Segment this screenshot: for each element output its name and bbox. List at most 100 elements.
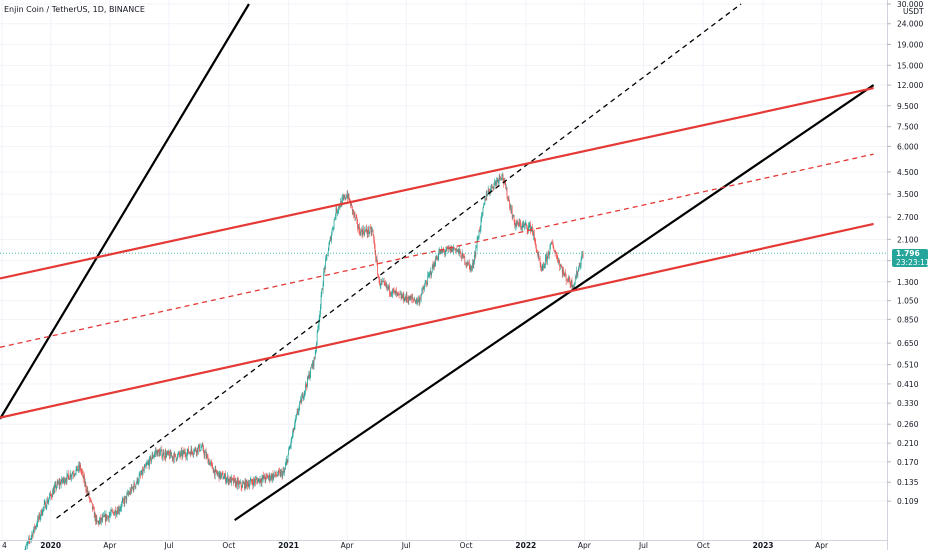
candle-body [201, 447, 202, 448]
candle-body [413, 298, 414, 300]
candle-body [460, 252, 462, 258]
candle-body [280, 471, 282, 476]
candle-body [64, 477, 65, 484]
candle-body [269, 474, 271, 480]
channel-trendline[interactable] [0, 3, 250, 420]
candle-body [278, 470, 280, 472]
candle-body [251, 479, 252, 483]
trendline-layer[interactable] [0, 3, 887, 522]
candle-body [104, 514, 105, 517]
candle-body [439, 250, 441, 254]
candle-body [145, 465, 147, 466]
candle-body [31, 533, 33, 537]
channel-trendline[interactable] [234, 84, 875, 522]
candle-body [81, 471, 83, 473]
candle-body [259, 478, 260, 483]
candle-body [123, 499, 124, 501]
candle-body [312, 360, 313, 368]
candle-body [400, 294, 401, 295]
candle-body [125, 496, 126, 498]
candle-body [160, 449, 162, 451]
candle-body [502, 174, 504, 181]
candle-body [249, 480, 251, 484]
candle-body [537, 254, 539, 256]
y-tick-label: 6.000 [897, 142, 919, 151]
candle-body [520, 223, 521, 228]
candle-body [66, 474, 68, 482]
candle-body [253, 479, 255, 482]
candle-body [506, 187, 507, 189]
candle-body [311, 366, 313, 368]
candle-body [457, 249, 458, 251]
candle-body [323, 272, 325, 285]
candle-body [569, 276, 570, 282]
candle-body [310, 367, 312, 375]
channel-trendline[interactable] [0, 87, 874, 280]
candle-body [516, 223, 518, 226]
candle-body [151, 458, 152, 462]
candle-body [67, 473, 68, 475]
candle-body [38, 514, 40, 520]
candle-body [298, 411, 299, 413]
candle-body [244, 482, 245, 489]
candle-body [80, 464, 81, 471]
candle-body [103, 515, 105, 517]
candle-body [165, 452, 167, 458]
channel-trendline[interactable] [0, 222, 874, 419]
candle-body [233, 478, 235, 483]
candle-body [496, 179, 497, 184]
candle-body [201, 445, 203, 448]
candle-body [70, 474, 72, 478]
candle-body [204, 452, 206, 456]
candle-body [431, 272, 432, 275]
candle-body [559, 265, 561, 267]
candle-body [507, 197, 508, 199]
candle-body [230, 477, 232, 484]
candle-body [208, 460, 210, 465]
candle-body [454, 247, 455, 249]
candle-body [413, 299, 415, 301]
candle-body [39, 514, 40, 519]
candle-body [524, 224, 525, 226]
candle-body [498, 179, 499, 183]
candle-body [519, 221, 521, 224]
candle-body [370, 227, 372, 233]
candle-body [227, 476, 228, 479]
candle-body [148, 462, 150, 467]
candle-body [402, 295, 403, 298]
candle-body [299, 399, 301, 402]
candle-body [479, 230, 481, 231]
candle-body [262, 475, 263, 479]
candle-body [195, 448, 196, 452]
candle-body [455, 249, 457, 252]
candle-body [190, 448, 192, 456]
candle-body [34, 526, 36, 530]
candle-body [334, 217, 336, 220]
candle-body [416, 298, 417, 302]
candle-body [409, 295, 411, 301]
candle-body [344, 195, 346, 199]
candle-body [52, 490, 54, 495]
candle-body [335, 216, 336, 218]
candle-body [219, 471, 221, 479]
candle-body [275, 472, 276, 476]
candle-body [407, 298, 408, 300]
candle-body [404, 296, 406, 301]
candle-body [223, 478, 224, 480]
candle-body [418, 299, 420, 303]
candle-body [155, 451, 156, 453]
candle-body [41, 513, 43, 516]
candle-body [265, 474, 267, 481]
candle-body [391, 293, 393, 295]
candle-body [234, 478, 235, 480]
candle-body [107, 515, 109, 517]
candle-body [104, 514, 106, 522]
candle-body [305, 384, 307, 386]
candle-body [513, 215, 514, 217]
candle-body [522, 224, 523, 228]
candle-body [354, 213, 356, 218]
candle-body [49, 496, 50, 499]
dashed-trendline[interactable] [56, 3, 742, 519]
candle-body [139, 474, 141, 476]
